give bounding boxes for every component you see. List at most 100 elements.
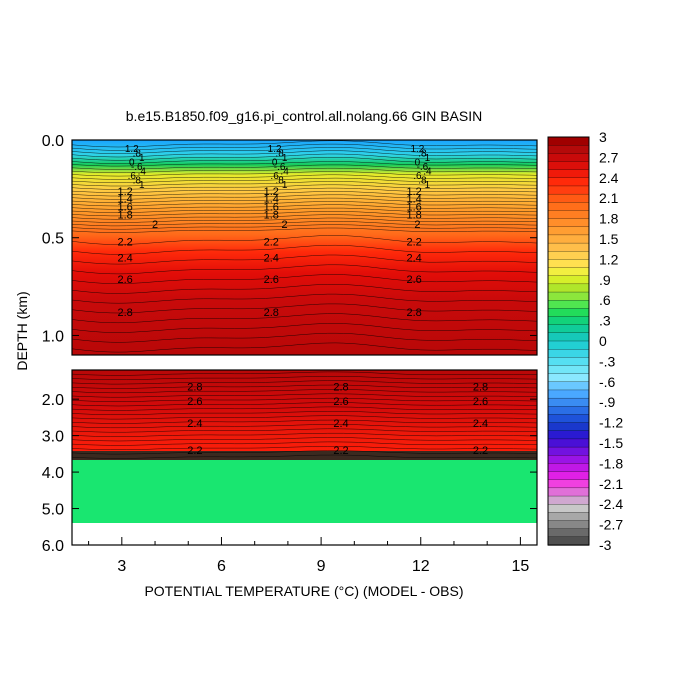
surface-contour-label: .8 [133,149,142,160]
contour-line [71,419,538,424]
colorbar-label: 2.7 [599,149,619,165]
contour-label: 2.8 [187,381,202,393]
upper-contour-labels: 1.2 1.2 1.21.4 1.4 1.41.6 1.6 1.61.8 1.8 1.82 2 22… [117,186,421,319]
surface-contour-label: 1.2 [268,144,282,155]
surface-contour-label: .8 [418,149,427,160]
contour-line [71,143,538,151]
contour-label: 1.8 [406,209,421,221]
contour-line [71,397,538,402]
colorbar-swatch [547,487,590,497]
contour-line [71,406,538,411]
colorbar-label: 1.2 [599,251,619,267]
contour-line [71,167,538,173]
colorbar-swatch [547,340,590,350]
contour-label: 1.6 [117,201,132,213]
x-axis: 3 6 9 12 15 [88,537,529,575]
colorbar-swatch [547,275,590,285]
contour-label: 1.4 [117,194,132,206]
colorbar-swatch [547,471,590,481]
surface-contour-label: .4 [280,167,289,178]
colorbar-swatch [547,267,590,277]
contour-label: 2.4 [406,252,421,264]
upper-panel-frame [71,139,538,356]
colorbar-label: -1.5 [599,435,623,451]
contour-label: 1.2 [117,186,132,198]
contour-label: 2.4 [264,252,279,264]
contour-line [71,274,538,284]
contour-label: 2.2 [117,237,132,249]
colorbar-swatch [547,251,590,261]
contour-line [71,150,538,158]
contour-label: 1.8 [117,209,132,221]
surface-contour-label: -.6 [274,162,286,173]
contour-label: 2.4 [187,418,202,430]
contour-label: 1.4 [406,194,421,206]
contour-line [71,153,538,161]
contour-line [71,293,538,304]
contour-line [71,332,538,343]
contour-line [71,402,538,407]
colorbar-label: -.6 [599,374,616,390]
contour-label: 2.4 [117,252,132,264]
contour-line [71,437,538,442]
colorbar-swatch [547,136,590,146]
surface-contour-label: 1 [425,180,431,191]
contour-line [71,207,538,213]
contour-line [71,227,538,233]
surface-contour-label: -.6 [131,162,143,173]
contour-label: 2.2 [406,237,421,249]
colorbar-label: -2.7 [599,517,623,533]
colorbar-swatch [547,520,590,530]
contour-line [71,411,538,415]
colorbar-swatch [547,438,590,448]
colorbar-swatch [547,218,590,228]
x-tick-label: 15 [511,558,529,575]
contour-line [71,235,538,245]
contour-line [71,161,538,167]
contour-line [71,221,538,227]
contour-line [71,164,538,170]
y-tick-label: 6.0 [42,538,64,555]
lower-y-axis: 2.0 3.0 4.0 5.0 6.0 [42,392,537,555]
contour-line [71,181,538,187]
surface-contour-label: 1 [139,153,145,164]
contour-line [71,441,538,446]
surface-contour-label: .8 [418,176,427,187]
below-data-region [72,523,537,545]
x-tick-label: 3 [117,558,126,575]
colorbar-swatch [547,528,590,538]
contour-line [71,171,538,177]
colorbar-swatch [547,210,590,220]
colorbar-swatch [547,308,590,318]
contour-label: 2.6 [333,396,348,408]
contour-line [71,147,538,154]
contour-line [71,371,538,376]
contour-line [71,342,538,353]
upper-panel-fill [72,140,537,355]
contour-line [71,450,538,455]
colorbar-swatch [547,373,590,383]
contour-label: 1.2 [406,186,421,198]
surface-contour-label: .8 [133,176,142,187]
colorbar-label: 2.4 [599,170,619,186]
contour-label: 2.2 [264,237,279,249]
colorbar-swatch [547,145,590,154]
contour-label: 2.8 [473,381,488,393]
contour-line [71,184,538,190]
contour-label: 1.4 [264,194,279,206]
colorbar-label: 1.5 [599,231,619,247]
surface-contour-label: 1 [282,153,288,164]
contour-label: 2.8 [333,381,348,393]
contour-label: 2 [414,219,420,231]
contour-line [71,454,538,459]
colorbar-swatch [547,300,590,310]
colorbar-label: -.9 [599,394,616,410]
contour-line [71,323,538,333]
contour-line [71,432,538,437]
colorbar-swatch [547,242,590,252]
contour-label: 2.4 [473,418,488,430]
colorbar-swatch [547,324,590,334]
colorbar-label: .6 [599,292,611,308]
contour-label: 2.2 [473,445,488,457]
contour-line [71,303,538,314]
